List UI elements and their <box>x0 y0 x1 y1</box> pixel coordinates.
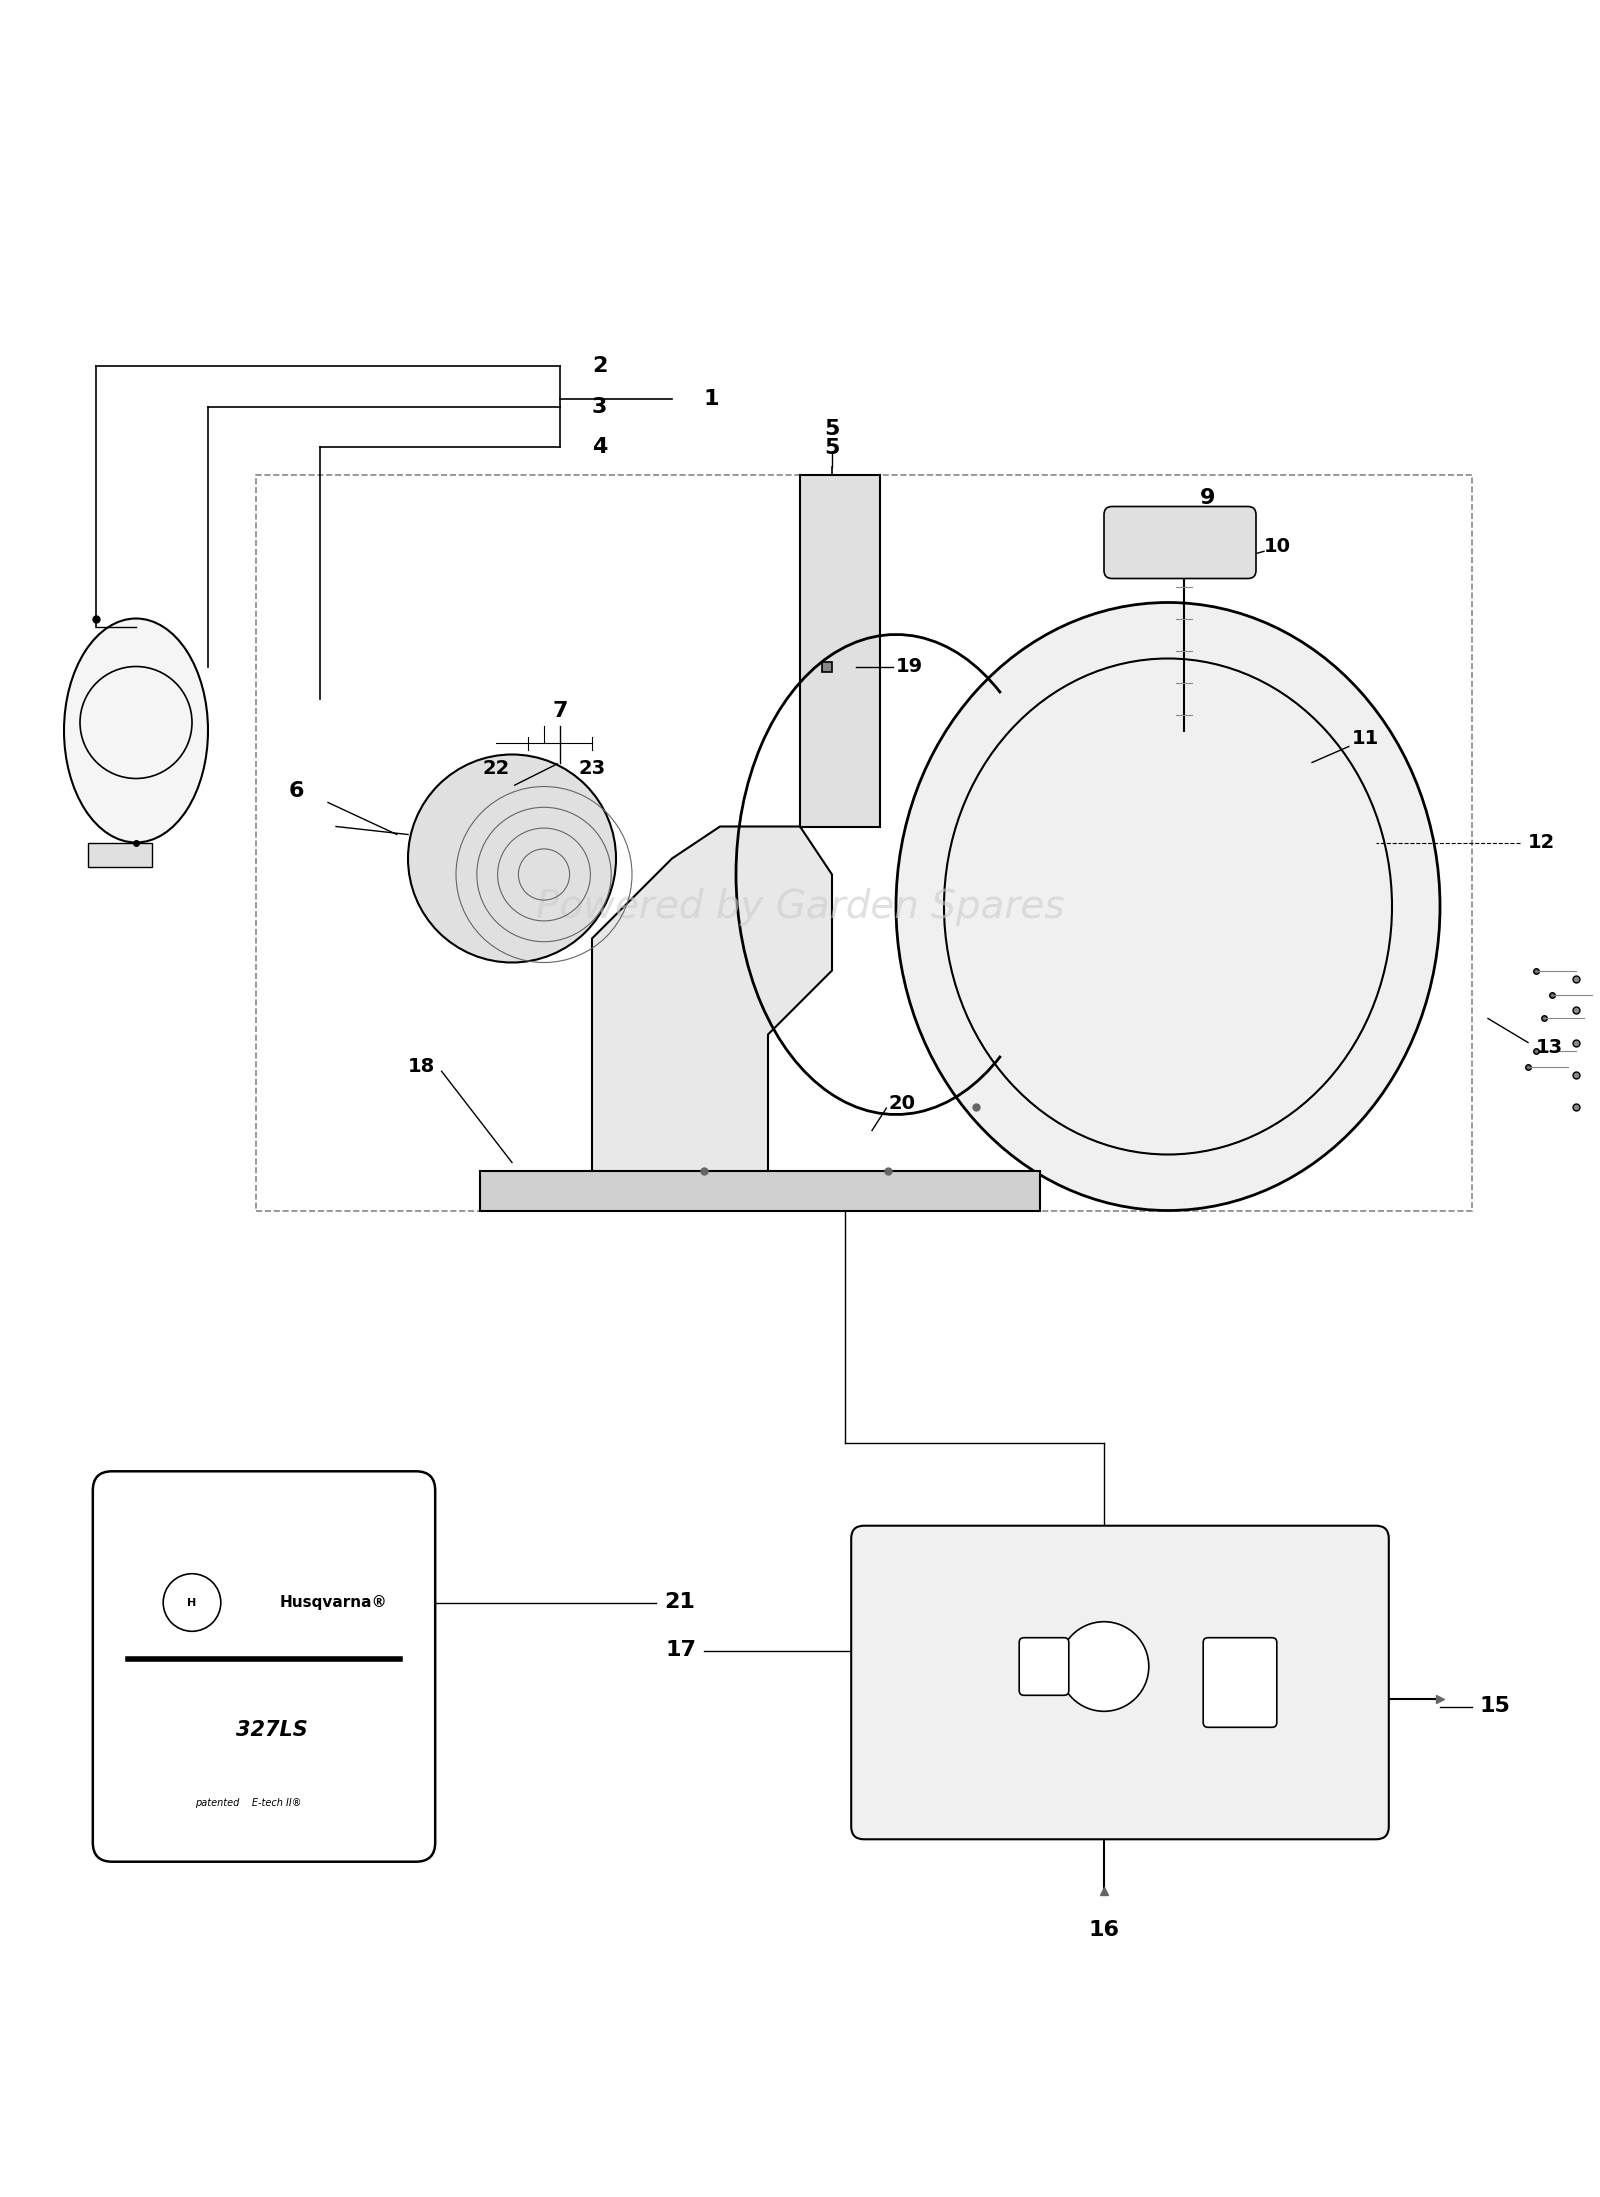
Text: 6: 6 <box>288 782 304 802</box>
FancyBboxPatch shape <box>93 1472 435 1861</box>
Polygon shape <box>480 1171 1040 1211</box>
Text: 18: 18 <box>408 1057 435 1077</box>
Text: 21: 21 <box>664 1593 694 1613</box>
FancyBboxPatch shape <box>851 1525 1389 1839</box>
FancyBboxPatch shape <box>1203 1637 1277 1727</box>
Text: 9: 9 <box>1200 488 1216 508</box>
Text: 11: 11 <box>1352 729 1379 747</box>
Text: 7: 7 <box>552 701 568 721</box>
Text: 1: 1 <box>704 389 720 409</box>
Text: 10: 10 <box>1264 536 1291 556</box>
Text: 20: 20 <box>888 1094 915 1114</box>
FancyBboxPatch shape <box>1019 1637 1069 1696</box>
FancyBboxPatch shape <box>88 841 152 866</box>
Text: Husqvarna®: Husqvarna® <box>280 1595 387 1610</box>
Circle shape <box>1059 1621 1149 1711</box>
Text: 15: 15 <box>1480 1696 1510 1716</box>
Text: 327LS: 327LS <box>237 1720 307 1740</box>
Polygon shape <box>800 475 880 826</box>
FancyBboxPatch shape <box>1104 508 1256 578</box>
Circle shape <box>408 754 616 962</box>
Text: 3: 3 <box>592 398 608 417</box>
Text: 13: 13 <box>1536 1037 1563 1057</box>
Ellipse shape <box>64 620 208 841</box>
Text: 19: 19 <box>896 657 923 677</box>
Text: H: H <box>187 1597 197 1608</box>
Ellipse shape <box>896 602 1440 1211</box>
Text: 12: 12 <box>1528 833 1555 852</box>
Polygon shape <box>592 826 832 1211</box>
Text: Powered by Garden Spares: Powered by Garden Spares <box>536 888 1064 925</box>
Text: 4: 4 <box>592 437 608 457</box>
Text: patented    E-tech II®: patented E-tech II® <box>195 1797 301 1808</box>
Text: 5: 5 <box>824 439 840 459</box>
Text: 23: 23 <box>579 760 605 778</box>
Text: 22: 22 <box>482 760 510 778</box>
Text: 17: 17 <box>666 1641 696 1661</box>
Text: 16: 16 <box>1088 1920 1120 1940</box>
Text: 2: 2 <box>592 356 608 376</box>
Text: 5: 5 <box>824 420 840 439</box>
